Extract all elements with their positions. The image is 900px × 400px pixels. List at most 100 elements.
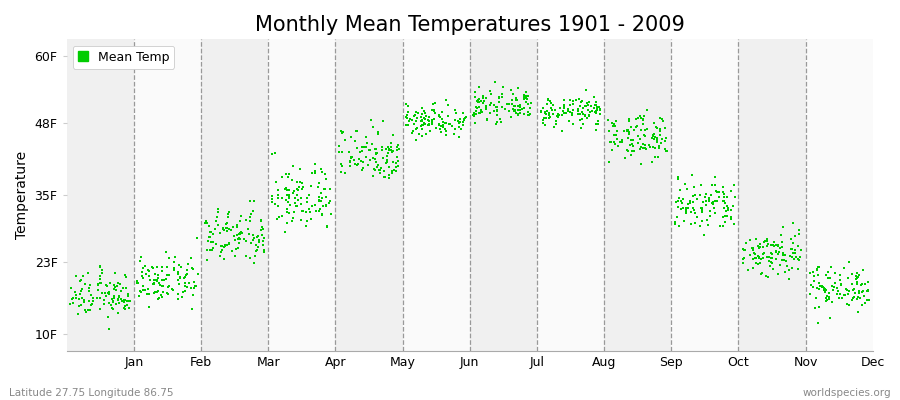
Point (418, 121, 432, 128)
Point (400, 103, 415, 110)
Point (95, 270, 110, 276)
Point (778, 269, 792, 276)
Point (148, 271, 162, 278)
Point (592, 111, 607, 118)
Point (235, 230, 249, 236)
Point (81, 270, 95, 276)
Point (311, 180, 326, 186)
Point (138, 263, 152, 269)
Point (656, 118, 670, 125)
Point (141, 267, 156, 273)
Point (700, 217, 715, 224)
Point (626, 137, 640, 143)
Point (774, 232, 788, 238)
Point (857, 293, 871, 300)
Point (581, 112, 596, 118)
Point (470, 105, 484, 112)
Point (471, 99, 485, 106)
Point (658, 146, 672, 152)
Point (152, 280, 166, 287)
Point (687, 184, 701, 190)
Point (446, 122, 460, 129)
Point (318, 186, 332, 193)
Point (709, 189, 724, 196)
Point (489, 120, 503, 127)
Point (375, 155, 390, 162)
Point (280, 192, 294, 198)
Point (112, 300, 127, 306)
Point (410, 110, 425, 116)
Point (365, 154, 380, 161)
Point (130, 280, 144, 286)
Point (491, 99, 506, 106)
Point (408, 112, 422, 118)
Point (118, 302, 132, 309)
Point (788, 256, 802, 262)
Point (333, 160, 347, 167)
Point (548, 106, 562, 113)
Point (292, 166, 307, 172)
Point (107, 293, 122, 299)
Point (538, 109, 553, 115)
Point (791, 227, 806, 234)
Point (752, 254, 766, 261)
Point (178, 282, 193, 289)
Point (803, 270, 817, 277)
Point (274, 174, 289, 180)
Point (136, 287, 150, 293)
Bar (268, 39, 336, 351)
Point (562, 109, 577, 115)
Point (845, 280, 859, 287)
Point (862, 296, 877, 303)
Point (792, 257, 806, 263)
Point (624, 136, 638, 143)
Point (841, 286, 855, 293)
Point (154, 277, 168, 284)
Point (534, 108, 548, 114)
Point (294, 208, 309, 214)
Point (145, 264, 159, 270)
Point (158, 249, 173, 256)
Point (764, 255, 778, 261)
Point (584, 103, 598, 110)
Point (850, 309, 865, 315)
Point (414, 114, 428, 120)
Point (695, 205, 709, 211)
Bar (201, 39, 268, 351)
Point (243, 211, 257, 217)
Point (573, 99, 588, 106)
Point (166, 286, 181, 293)
Point (538, 121, 553, 128)
Point (521, 112, 535, 118)
Point (590, 108, 604, 115)
Point (819, 287, 833, 294)
Point (255, 231, 269, 238)
Point (319, 176, 333, 182)
Point (93, 263, 107, 270)
Point (187, 279, 202, 285)
Point (620, 127, 634, 134)
Point (644, 159, 659, 165)
Point (432, 121, 446, 128)
Point (187, 284, 202, 291)
Point (282, 195, 296, 202)
Point (688, 220, 702, 226)
Point (610, 136, 625, 143)
Point (438, 126, 453, 132)
Point (482, 110, 497, 116)
Point (76, 273, 90, 279)
Point (387, 167, 401, 173)
Point (850, 280, 864, 287)
Point (827, 270, 842, 276)
Point (620, 135, 634, 142)
Point (736, 246, 751, 252)
Point (410, 125, 425, 132)
Point (752, 245, 767, 252)
Point (778, 258, 793, 264)
Point (652, 143, 666, 150)
Point (335, 149, 349, 155)
Point (114, 298, 129, 304)
Point (752, 244, 767, 250)
Point (557, 97, 572, 104)
Point (250, 233, 265, 240)
